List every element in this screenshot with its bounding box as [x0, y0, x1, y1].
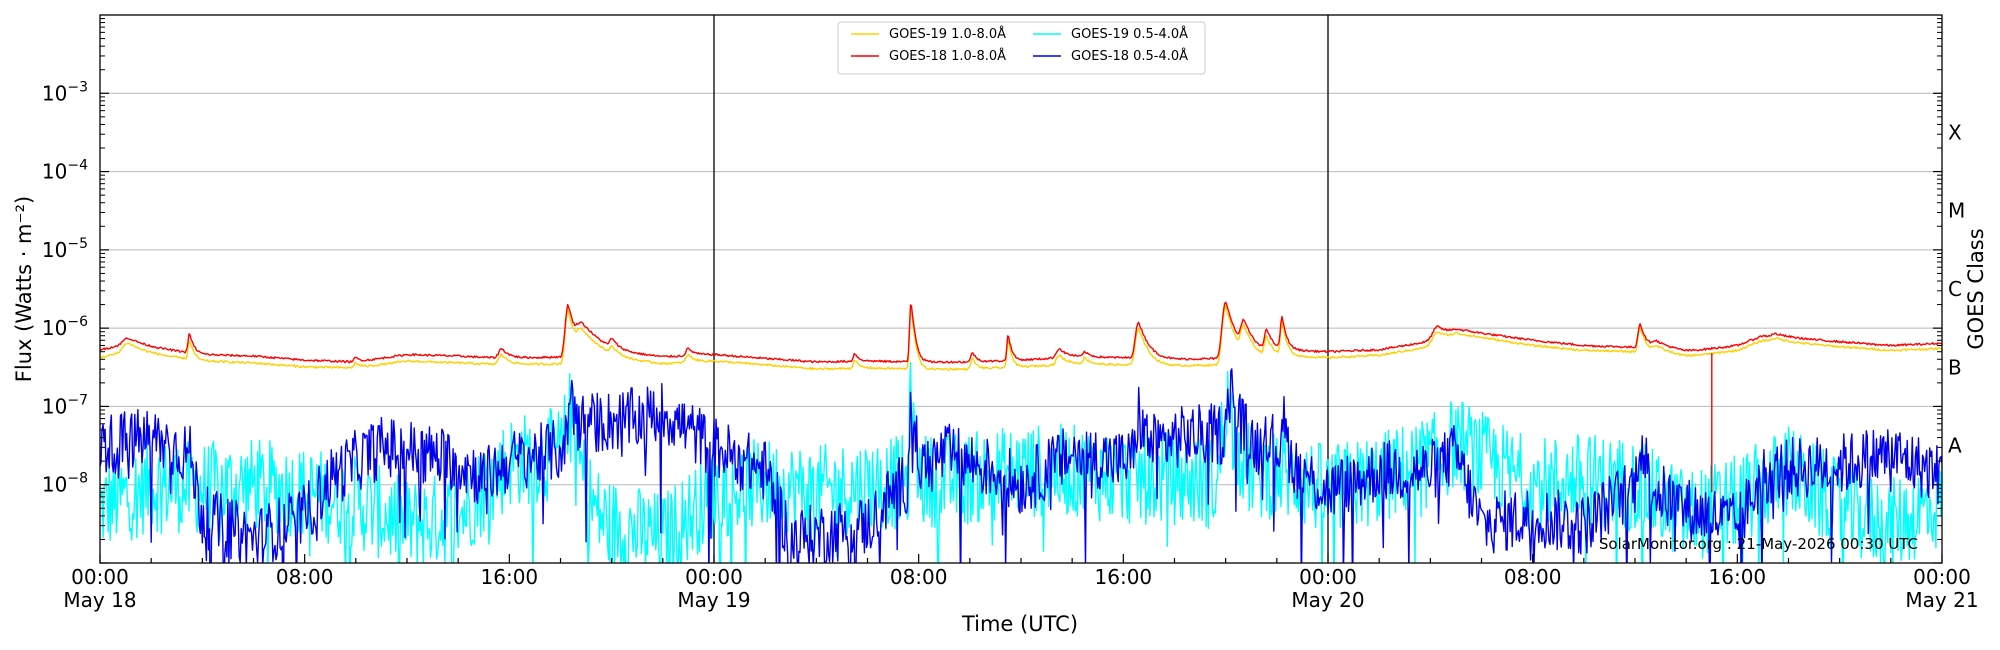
x-tick-date: May 20 — [1291, 588, 1364, 612]
legend-label: GOES-18 1.0-8.0Å — [889, 48, 1006, 64]
y-tick-label: 10−4 — [42, 158, 88, 184]
x-tick-date: May 19 — [677, 588, 750, 612]
legend-label: GOES-18 0.5-4.0Å — [1071, 48, 1188, 64]
goes-class-a: A — [1948, 434, 1962, 458]
y-tick-label: 10−3 — [42, 79, 88, 105]
goes-class-c: C — [1948, 277, 1962, 301]
x-tick-time: 16:00 — [1709, 565, 1767, 589]
series-line-3 — [100, 368, 1942, 563]
x-tick-date: May 18 — [63, 588, 136, 612]
goes-class-x: X — [1948, 120, 1962, 144]
series-line-2 — [100, 362, 1942, 563]
y-axis-title: Flux (Watts · m⁻²) — [12, 196, 36, 382]
x-tick-time: 08:00 — [1504, 565, 1562, 589]
x-tick-date: May 21 — [1905, 588, 1978, 612]
y-axis-ticks: 10−3 10−4 10−5 10−6 10−7 10−8 — [42, 18, 1942, 564]
x-axis-title: Time (UTC) — [961, 612, 1078, 636]
y-tick-label: 10−7 — [42, 392, 88, 418]
legend-label: GOES-19 1.0-8.0Å — [889, 26, 1006, 42]
goes-class-b: B — [1948, 355, 1962, 379]
legend: GOES-19 1.0-8.0Å GOES-18 1.0-8.0Å GOES-19 … — [837, 21, 1206, 75]
right-axis-title: GOES Class — [1964, 228, 1988, 349]
y-tick-label: 10−8 — [42, 471, 88, 497]
series-line-0 — [100, 304, 1942, 371]
x-tick-time: 00:00 — [1299, 565, 1357, 589]
x-tick-time: 16:00 — [1095, 565, 1153, 589]
series-line-1 — [100, 301, 1942, 493]
x-tick-time: 08:00 — [276, 565, 334, 589]
series-group — [100, 301, 1942, 563]
x-tick-time: 16:00 — [481, 565, 539, 589]
credit-text: SolarMonitor.org : 21-May-2026 00:30 UTC — [1599, 535, 1918, 553]
x-tick-time: 00:00 — [71, 565, 129, 589]
x-tick-time: 00:00 — [685, 565, 743, 589]
goes-class-labels: A B C M X — [1948, 120, 1965, 457]
goes-class-m: M — [1948, 199, 1965, 223]
day-boundaries — [713, 15, 1329, 563]
legend-box — [837, 21, 1206, 75]
x-tick-time: 00:00 — [1913, 565, 1971, 589]
legend-label: GOES-19 0.5-4.0Å — [1071, 26, 1188, 42]
y-tick-label: 10−5 — [42, 236, 88, 262]
x-tick-time: 08:00 — [890, 565, 948, 589]
y-tick-label: 10−6 — [42, 314, 88, 340]
